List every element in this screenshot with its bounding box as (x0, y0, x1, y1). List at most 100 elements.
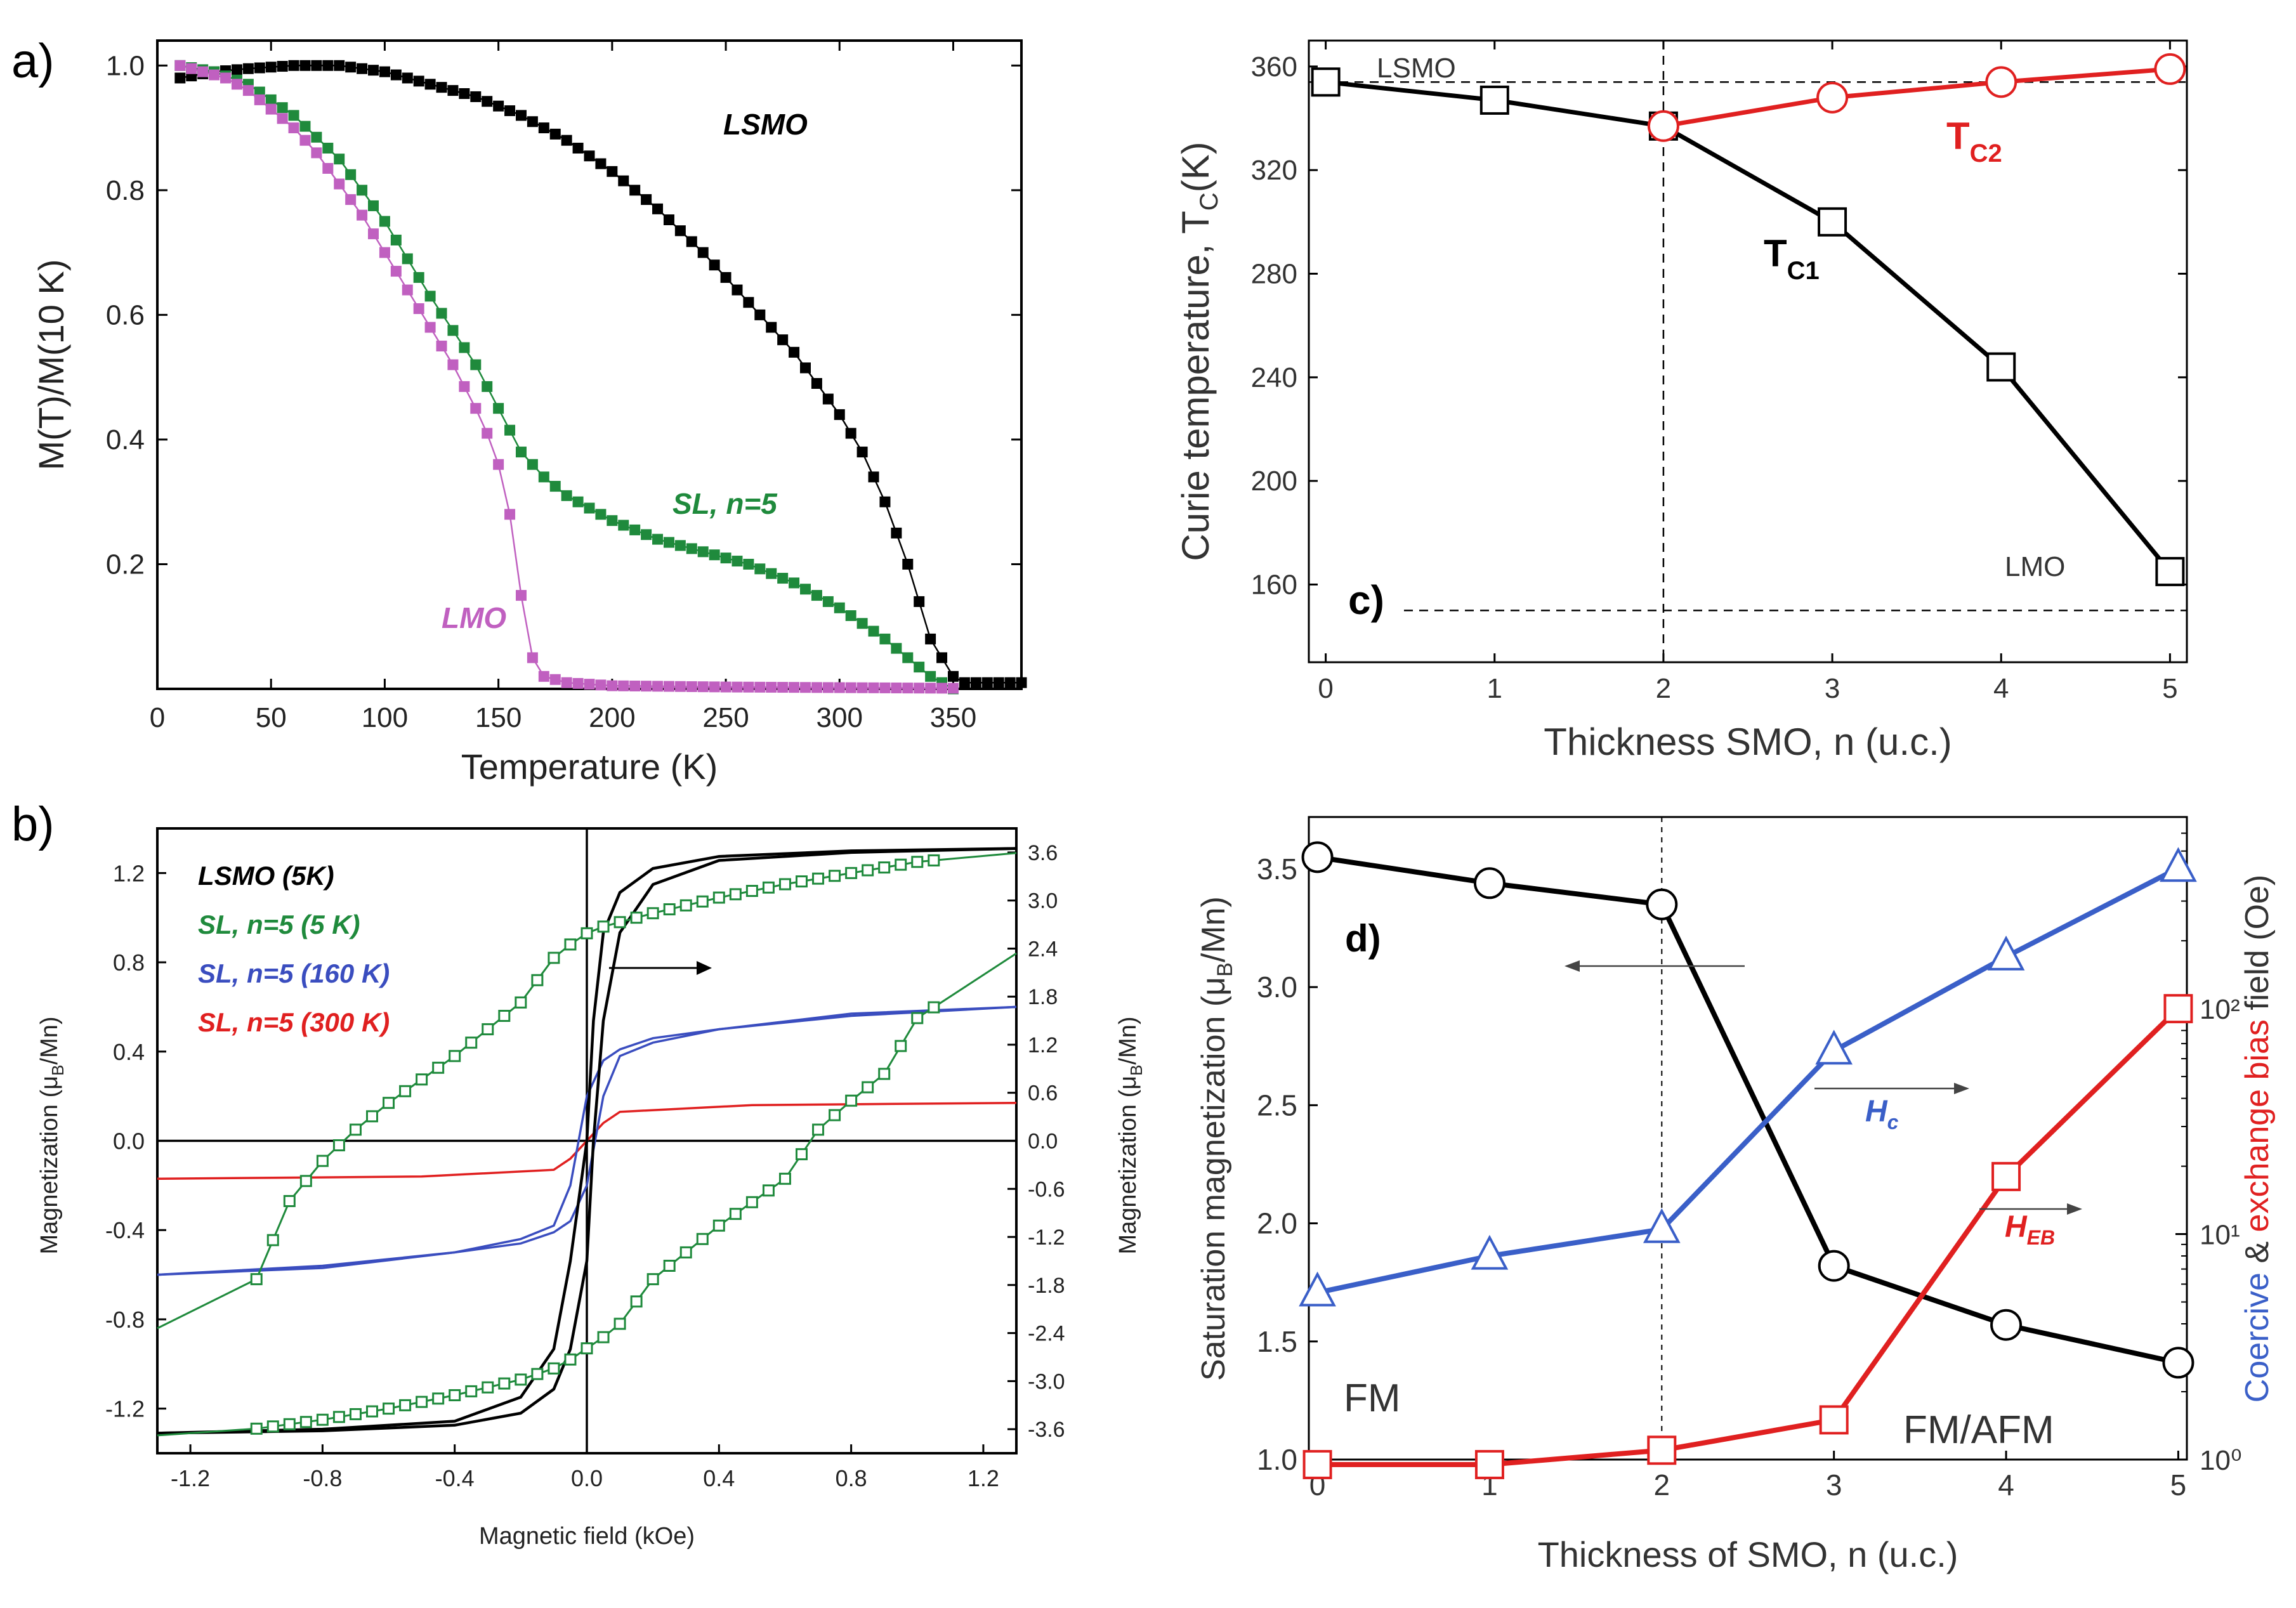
data-point (515, 110, 527, 121)
data-point (777, 682, 789, 693)
data-point (250, 1422, 263, 1435)
data-point (345, 62, 357, 73)
legend-sl-300k: SL, n=5 (300 K) (198, 1007, 390, 1037)
y-tick-label: 320 (1251, 155, 1297, 186)
data-point (459, 88, 470, 100)
data-point (868, 471, 879, 483)
data-point (332, 1411, 345, 1423)
data-point (709, 259, 720, 271)
data-point (891, 683, 902, 694)
data-point (465, 1036, 478, 1049)
data-point (322, 60, 334, 71)
data-point (366, 1110, 378, 1123)
data-point (754, 563, 766, 575)
data-point (515, 590, 527, 601)
y-tick-label: 2.5 (1257, 1088, 1297, 1121)
y2-tick-label: 1.8 (1028, 985, 1058, 1009)
data-point (581, 927, 593, 939)
data-point (504, 424, 516, 436)
data-point-tc2 (1647, 110, 1679, 142)
data-point (697, 681, 709, 693)
data-point (663, 1260, 676, 1272)
x-tick-label: 3 (1825, 673, 1840, 704)
panel-b-ylabel: Magnetization (μB/Mn) (36, 1016, 67, 1254)
data-point (402, 284, 413, 296)
data-point (981, 677, 993, 688)
legend-sl-160k: SL, n=5 (160 K) (198, 958, 390, 988)
data-point (613, 916, 626, 929)
data-point (493, 100, 504, 112)
data-point (254, 62, 265, 74)
y2-tick-label: -1.2 (1028, 1226, 1065, 1250)
panel-d-frame (1308, 816, 2188, 1461)
data-point (796, 875, 808, 888)
data-point (265, 103, 277, 115)
x-tick-label: 0 (150, 702, 165, 733)
data-point (470, 91, 482, 102)
y-tick-label: 240 (1251, 362, 1297, 393)
arrow-hc-right (1814, 1083, 1969, 1094)
data-point (288, 110, 299, 121)
data-point (607, 166, 618, 177)
series-ms-line (1317, 854, 2179, 1366)
data-point (322, 143, 334, 154)
data-point (712, 1219, 725, 1232)
data-point (686, 681, 697, 692)
x-tick-label: 5 (2162, 673, 2177, 704)
data-point (845, 682, 856, 693)
data-point (1016, 677, 1027, 688)
data-point (299, 1416, 312, 1428)
data-point (895, 1040, 907, 1052)
y2-tick-label: 10² (2200, 994, 2240, 1025)
series-hc-line (1316, 866, 2180, 1295)
data-point (936, 652, 948, 663)
panel-b-label: b) (11, 797, 55, 851)
x-tick-label: 1.2 (968, 1465, 999, 1491)
data-point (254, 94, 265, 105)
data-point (812, 1123, 825, 1136)
data-point (800, 682, 811, 693)
y-tick-label: 1.0 (1257, 1443, 1297, 1476)
data-point (789, 346, 800, 358)
y-tick-label: 0.6 (106, 299, 145, 330)
data-point (829, 870, 841, 882)
data-point (618, 175, 629, 186)
data-point (402, 72, 413, 84)
data-point (416, 1396, 428, 1408)
data-point-tc1 (1311, 67, 1341, 97)
y2-tick-label: 10⁰ (2200, 1445, 2242, 1476)
data-point (595, 158, 607, 169)
data-point (914, 683, 925, 694)
data-point (379, 66, 390, 77)
data-point (663, 537, 674, 548)
data-point (630, 1295, 643, 1308)
series-tc2-line (1663, 67, 2170, 129)
data-point (424, 79, 436, 90)
data-point (504, 105, 516, 117)
data-point (800, 362, 811, 374)
data-point (564, 1353, 577, 1366)
x-tick-label: 350 (930, 702, 976, 733)
data-point (447, 359, 459, 370)
data-point (498, 1010, 511, 1022)
data-point (432, 1061, 445, 1074)
x-tick-label: 50 (256, 702, 287, 733)
data-point (449, 1050, 461, 1062)
data-point (283, 1418, 296, 1430)
x-tick-label: -1.2 (171, 1465, 210, 1491)
y-tick-label: -0.8 (105, 1307, 145, 1333)
data-point (424, 291, 436, 302)
data-point (584, 679, 595, 690)
data-point (1004, 677, 1016, 688)
series-lsmo-up (157, 847, 1017, 1435)
data-point (902, 683, 914, 694)
data-point (845, 428, 856, 439)
data-point (277, 113, 288, 124)
data-point (349, 1408, 362, 1420)
data-point (332, 1139, 345, 1152)
data-point (498, 1377, 511, 1390)
data-point (390, 266, 402, 277)
data-point (811, 377, 822, 389)
panel-b-ylabel-right: Magnetization (μB/Mn) (1115, 1016, 1146, 1254)
